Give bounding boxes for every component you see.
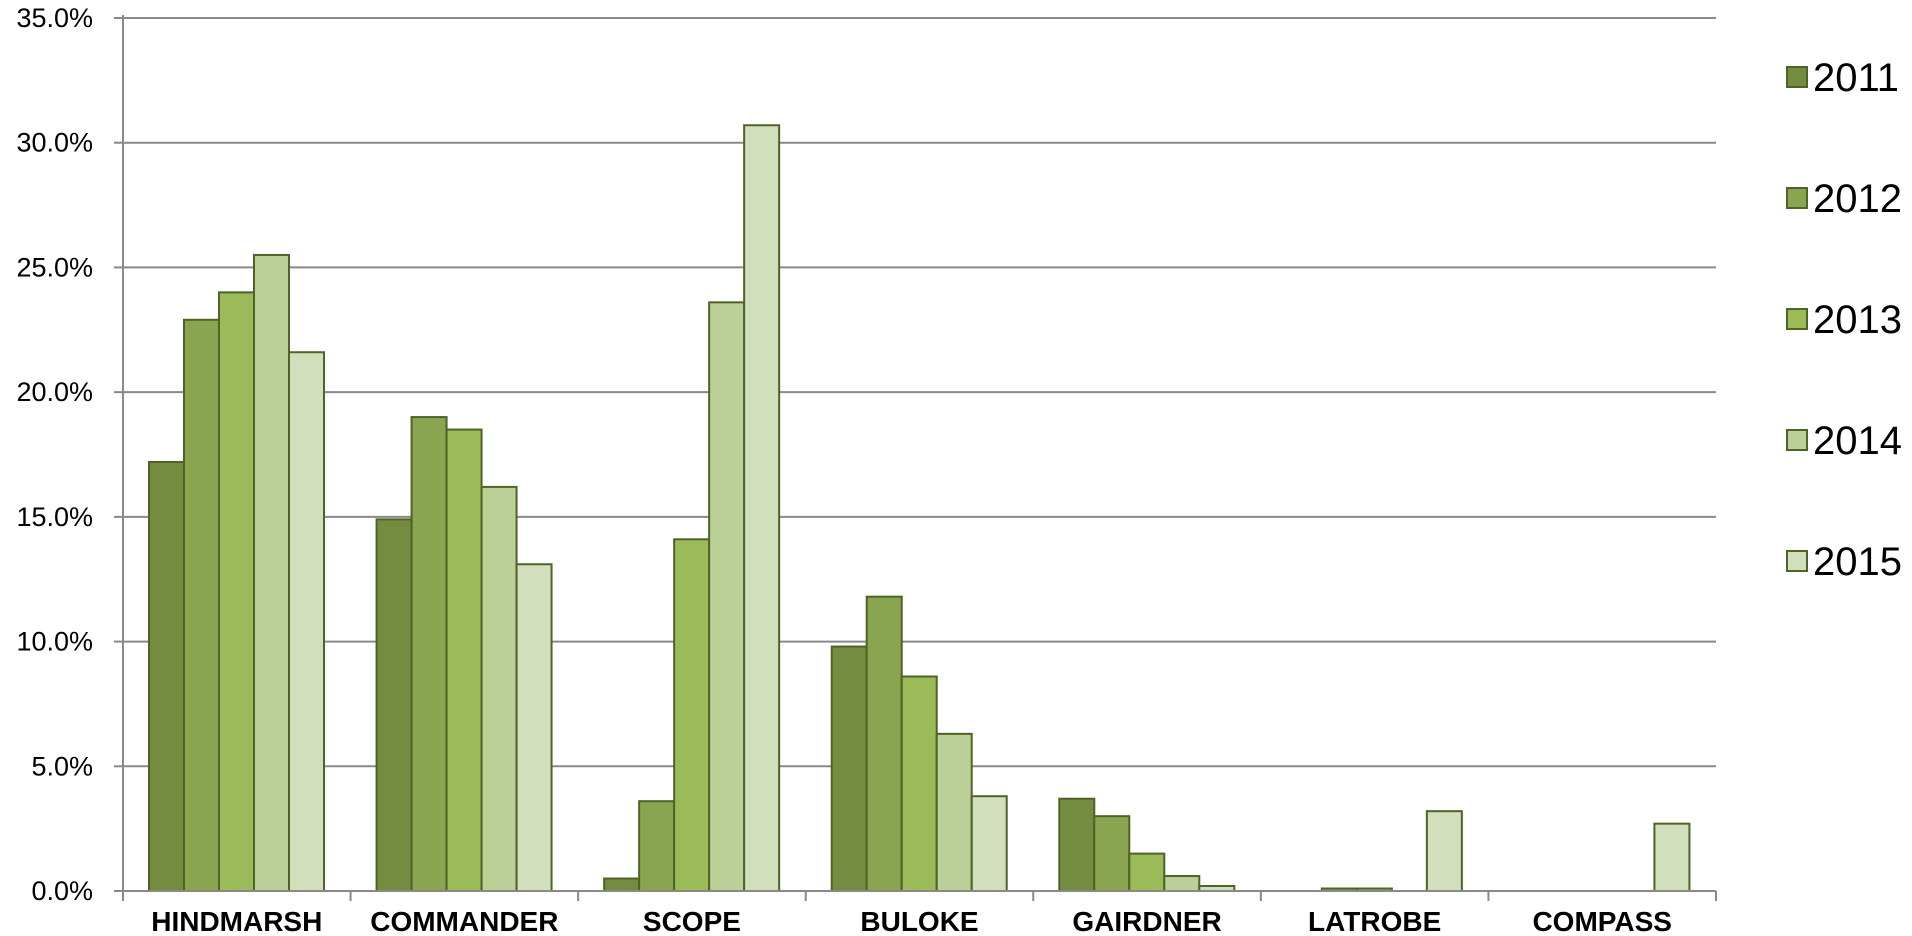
- bar-2014-hindmarsh: [253, 253, 290, 892]
- legend: 2011 2012 2013 2014 2015: [1786, 56, 1902, 584]
- bar-2013-scope: [673, 538, 711, 892]
- bar-2013-hindmarsh: [218, 291, 255, 893]
- x-tick-label: LATROBE: [1308, 906, 1441, 936]
- bar-2013-commander: [445, 428, 483, 892]
- x-tick-label: SCOPE: [643, 906, 741, 936]
- bars: [148, 124, 1691, 893]
- bar-2015-hindmarsh: [288, 351, 325, 892]
- legend-label-2011: 2011: [1813, 56, 1899, 100]
- y-tick-label: 25.0%: [16, 252, 93, 282]
- bar-2011-commander: [375, 518, 413, 892]
- y-tick-label: 15.0%: [16, 502, 93, 532]
- x-tick-label: BULOKE: [860, 906, 978, 936]
- x-tick-label: HINDMARSH: [151, 906, 322, 936]
- legend-label-2015: 2015: [1813, 540, 1902, 584]
- legend-swatch-2015: [1786, 550, 1808, 572]
- bar-2012-gairdner: [1093, 815, 1131, 893]
- bar-2012-commander: [410, 416, 448, 892]
- bar-2014-scope: [708, 301, 746, 892]
- bar-2011-gairdner: [1058, 797, 1096, 892]
- y-tick-label: 10.0%: [16, 627, 93, 657]
- legend-label-2012: 2012: [1813, 177, 1902, 221]
- legend-swatch-2014: [1786, 429, 1808, 451]
- bar-2015-scope: [743, 124, 781, 893]
- bar-2011-hindmarsh: [148, 460, 185, 892]
- bar-2014-buloke: [935, 732, 973, 892]
- y-tick-label: 0.0%: [31, 876, 93, 906]
- bar-2012-buloke: [865, 595, 903, 892]
- axes: 0.0% 5.0% 10.0% 15.0% 20.0% 25.0% 30.0% 35.0% HI…: [16, 3, 1717, 936]
- legend-swatch-2012: [1786, 187, 1808, 209]
- bar-2014-commander: [480, 485, 518, 892]
- bar-2015-commander: [515, 563, 553, 893]
- bar-2013-gairdner: [1128, 852, 1166, 892]
- y-tick-label: 5.0%: [31, 751, 93, 781]
- legend-swatch-2011: [1786, 66, 1808, 88]
- bar-2013-buloke: [900, 675, 938, 893]
- gridlines: [123, 17, 1716, 768]
- legend-swatch-2013: [1786, 308, 1808, 330]
- bar-2012-scope: [638, 800, 676, 892]
- x-tick-label: COMMANDER: [370, 906, 558, 936]
- x-tick-label: COMPASS: [1532, 906, 1672, 936]
- legend-label-2013: 2013: [1813, 298, 1902, 342]
- y-tick-label: 30.0%: [16, 128, 93, 158]
- legend-label-2014: 2014: [1813, 419, 1902, 463]
- bar-2015-compass: [1653, 822, 1691, 893]
- bar-2015-latrobe: [1425, 810, 1463, 893]
- bar-2011-buloke: [830, 645, 868, 892]
- y-tick-label: 20.0%: [16, 377, 93, 407]
- y-tick-label: 35.0%: [16, 3, 93, 33]
- bar-2015-buloke: [970, 795, 1008, 893]
- bar-2012-hindmarsh: [183, 318, 220, 892]
- x-tick-label: GAIRDNER: [1072, 906, 1221, 936]
- bar-2011-scope: [603, 877, 641, 892]
- bar-2014-gairdner: [1163, 875, 1201, 893]
